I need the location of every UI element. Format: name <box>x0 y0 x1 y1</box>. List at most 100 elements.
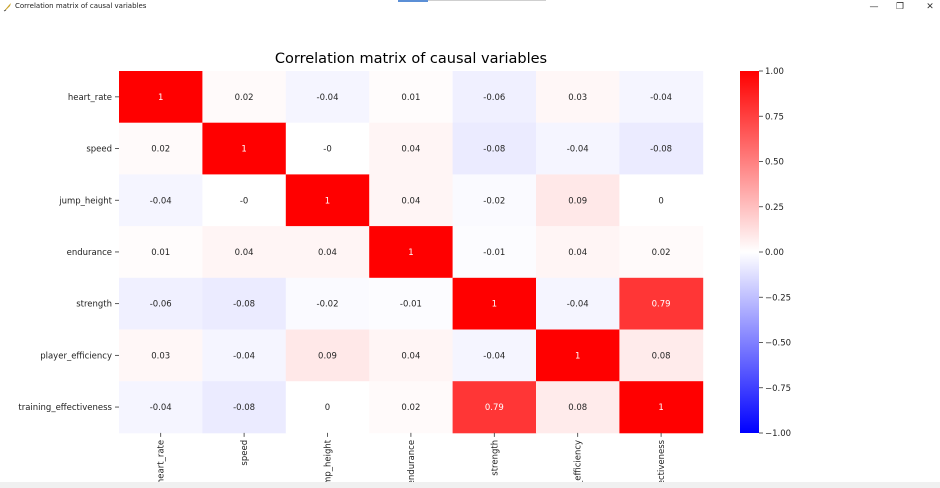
row-tick-label: strength <box>76 300 112 310</box>
heatmap-cell <box>369 329 453 382</box>
heatmap-cell <box>619 122 704 175</box>
heatmap-cell <box>202 226 287 279</box>
close-icon[interactable]: ✕ <box>926 2 934 12</box>
heatmap-cell <box>536 122 620 175</box>
heatmap-cell <box>536 277 620 330</box>
colorbar-tick-label: 0.00 <box>765 248 784 258</box>
cell-value-label: 0.02 <box>652 248 671 258</box>
heatmap-cell <box>452 381 537 434</box>
column-tick-label: _efficiency <box>574 440 584 486</box>
colorbar-tick-label: 0.25 <box>765 203 784 213</box>
heatmap-cell <box>536 329 620 382</box>
colorbar-tick-label: 1.00 <box>765 67 784 77</box>
heatmap-cell <box>202 329 287 382</box>
heatmap-cell <box>285 71 370 124</box>
heatmap-cell <box>369 174 453 227</box>
cell-value-label: -0.06 <box>150 300 172 310</box>
column-tick-label: endurance <box>407 440 417 485</box>
matplotlib-feather-icon <box>3 3 11 12</box>
heatmap-cell <box>369 122 453 175</box>
colorbar-tick-label: −0.50 <box>765 339 791 349</box>
cell-value-label: 0 <box>658 196 663 206</box>
column-tick-label: strength <box>490 440 500 476</box>
cell-value-label: 0.02 <box>401 403 420 413</box>
cell-value-label: -0.06 <box>483 93 505 103</box>
cell-value-label: -0.01 <box>400 300 422 310</box>
heatmap-cell <box>452 329 537 382</box>
cell-value-label: -0.04 <box>150 196 172 206</box>
row-tick-label: player_efficiency <box>40 351 112 361</box>
cell-value-label: 0.79 <box>652 300 671 310</box>
heatmap-cell <box>285 329 370 382</box>
heatmap-cell <box>369 381 453 434</box>
heatmap-cell <box>202 174 287 227</box>
cell-value-label: -0.04 <box>150 403 172 413</box>
status-bar <box>0 482 940 488</box>
minimize-icon[interactable]: — <box>869 2 879 12</box>
column-tick-label: speed <box>240 440 250 466</box>
heatmap-cell <box>536 381 620 434</box>
cell-value-label: -0.01 <box>483 248 505 258</box>
cell-value-label: 0.02 <box>235 93 254 103</box>
heatmap-cell <box>452 277 537 330</box>
cell-value-label: -0 <box>323 145 331 155</box>
heatmap-cell <box>202 71 287 124</box>
heatmap-cell <box>619 174 704 227</box>
cell-value-label: -0 <box>240 196 248 206</box>
heatmap-cell <box>619 71 704 124</box>
cell-value-label: -0.08 <box>650 145 672 155</box>
taskbar-divider <box>428 0 546 1</box>
heatmap-cell <box>202 381 287 434</box>
heatmap-cell <box>619 277 704 330</box>
heatmap-cell <box>202 277 287 330</box>
cell-value-label: 1 <box>241 145 246 155</box>
colorbar-tick-labels: 1.00 0.75 0.50 0.25 0.00 −0.25 −0.50 −0.75 −1.00 <box>759 67 791 439</box>
heatmap-cell <box>119 277 203 330</box>
heatmap-cell <box>285 226 370 279</box>
cell-value-label: 0.09 <box>318 351 337 361</box>
colorbar-tick-label: −1.00 <box>765 429 791 439</box>
heatmap-cell <box>452 71 537 124</box>
heatmap-cell <box>369 277 453 330</box>
heatmap-cell <box>119 174 203 227</box>
cell-value-label: -0.08 <box>483 145 505 155</box>
cell-value-label: 0.08 <box>652 351 671 361</box>
heatmap-cell <box>536 174 620 227</box>
cell-value-label: -0.02 <box>317 300 339 310</box>
cell-value-label: -0.02 <box>483 196 505 206</box>
row-tick-label: heart_rate <box>68 93 112 103</box>
heatmap-cell <box>119 71 203 124</box>
heatmap-cell <box>369 71 453 124</box>
colorbar-tick-label: −0.25 <box>765 293 791 303</box>
row-tick-label: training_effectiveness <box>18 403 112 413</box>
heatmap-cell <box>452 174 537 227</box>
cell-value-label: 0.09 <box>568 196 587 206</box>
cell-value-label: 0.01 <box>151 248 170 258</box>
heatmap-cell <box>536 71 620 124</box>
cell-value-label: -0.04 <box>567 300 589 310</box>
cell-value-label: -0.04 <box>650 93 672 103</box>
restore-icon[interactable]: ❐ <box>895 2 905 12</box>
cell-value-label: -0.04 <box>483 351 505 361</box>
cell-value-label: 0.04 <box>568 248 587 258</box>
window-titlebar: Correlation matrix of causal variables —… <box>0 0 940 16</box>
taskbar-highlight <box>398 0 428 2</box>
heatmap-cell <box>285 277 370 330</box>
cell-value-label: -0.08 <box>233 403 255 413</box>
cell-value-label: 1 <box>325 196 330 206</box>
cell-value-label: -0.08 <box>233 300 255 310</box>
heatmap-cell <box>119 226 203 279</box>
cell-value-label: 0.04 <box>401 196 420 206</box>
cell-value-label: 1 <box>658 403 663 413</box>
colorbar-tick-label: 0.50 <box>765 158 784 168</box>
cell-value-label: -0.04 <box>317 93 339 103</box>
cell-value-label: 1 <box>158 93 163 103</box>
heatmap-cell <box>536 226 620 279</box>
heatmap-cell <box>119 381 203 434</box>
column-tick-labels: heart_rate speed ump_height endurance streng… <box>157 432 667 488</box>
column-tick-label: ump_height <box>324 439 334 488</box>
row-tick-label: endurance <box>67 248 112 258</box>
heatmap-cell <box>452 122 537 175</box>
